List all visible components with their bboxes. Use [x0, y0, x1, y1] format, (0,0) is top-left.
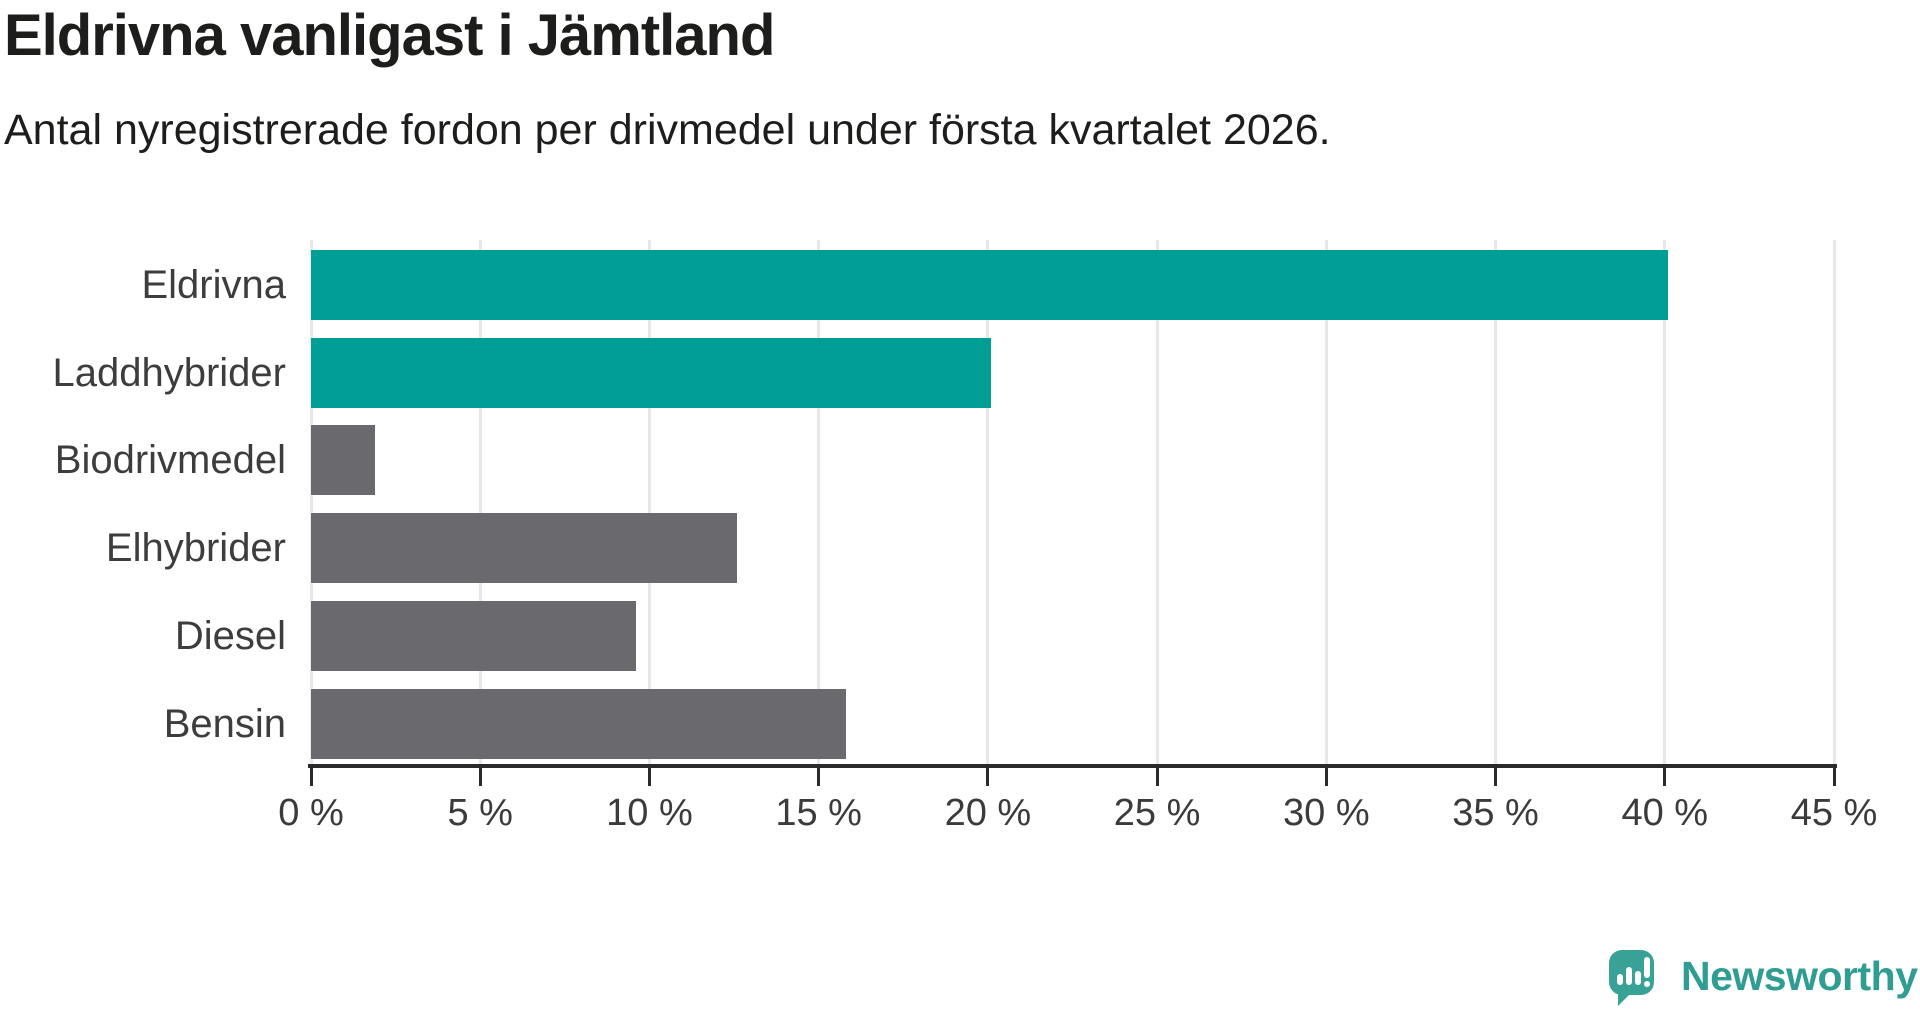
x-axis-tick-label-0: 0 %: [278, 792, 344, 834]
gridline-25: [1155, 240, 1159, 764]
newsworthy-chart-speech-bubble-icon: [1609, 948, 1654, 1006]
newsworthy-logo: Newsworthy: [1609, 948, 1918, 1008]
x-axis-tick-label-30: 30 %: [1283, 792, 1370, 834]
gridline-5: [478, 240, 482, 764]
x-axis-tick-label-40: 40 %: [1621, 792, 1709, 834]
x-axis-tick-label-45: 45 %: [1790, 792, 1878, 834]
bar-elhybrider: [311, 513, 738, 584]
x-axis-tick-30: [1324, 768, 1328, 786]
bar-eldrivna: [311, 250, 1669, 320]
x-axis-tick-35: [1494, 768, 1498, 786]
category-label-elhybrider: Elhybrider: [105, 526, 286, 571]
logo-bubble-tail: [1618, 992, 1632, 1006]
logo-mini-bar-icon: [1626, 967, 1632, 985]
gridline-45: [1832, 240, 1836, 764]
x-axis-line: [308, 764, 1837, 768]
category-label-bensin: Bensin: [163, 701, 286, 746]
x-axis-tick-25: [1155, 768, 1159, 786]
x-axis-tick-5: [478, 768, 482, 786]
category-label-eldrivna: Eldrivna: [141, 263, 286, 307]
x-axis-tick-label-15: 15 %: [775, 792, 862, 834]
bar-laddhybrider: [311, 337, 992, 408]
x-axis-tick-label-25: 25 %: [1113, 792, 1201, 834]
gridline-40: [1663, 240, 1667, 764]
chart-subtitle: Antal nyregistrerade fordon per drivmede…: [4, 106, 1331, 154]
x-axis-tick-15: [817, 768, 821, 786]
bar-biodrivmedel: [311, 425, 376, 496]
gridline-10: [647, 240, 651, 764]
x-axis-tick-label-5: 5 %: [447, 792, 513, 834]
x-axis-tick-10: [647, 768, 651, 786]
x-axis-tick-label-35: 35 %: [1452, 792, 1539, 834]
newsworthy-logo-text: Newsworthy: [1681, 953, 1918, 999]
gridline-15: [817, 240, 821, 764]
x-axis-tick-label-10: 10 %: [606, 792, 693, 834]
category-label-biodrivmedel: Biodrivmedel: [54, 438, 286, 483]
gridline-35: [1494, 240, 1498, 764]
gridline-30: [1324, 240, 1328, 764]
logo-mini-bar-icon: [1617, 974, 1623, 985]
x-axis-tick-0: [309, 768, 313, 786]
category-label-laddhybrider: Laddhybrider: [52, 350, 287, 395]
category-label-diesel: Diesel: [174, 613, 286, 658]
logo-exclamation-dot-icon: [1644, 981, 1650, 987]
x-axis-tick-label-20: 20 %: [944, 792, 1032, 834]
x-axis-tick-40: [1663, 768, 1667, 786]
bar-bensin: [311, 688, 846, 759]
gridline-20: [986, 240, 990, 764]
chart-title: Eldrivna vanligast i Jämtland: [4, 3, 775, 68]
bar-diesel: [311, 600, 636, 671]
x-axis-tick-45: [1832, 768, 1836, 786]
logo-mini-bar-icon: [1635, 971, 1641, 985]
gridline-0: [309, 240, 313, 764]
x-axis-tick-20: [986, 768, 990, 786]
logo-exclamation-icon: [1644, 957, 1650, 978]
